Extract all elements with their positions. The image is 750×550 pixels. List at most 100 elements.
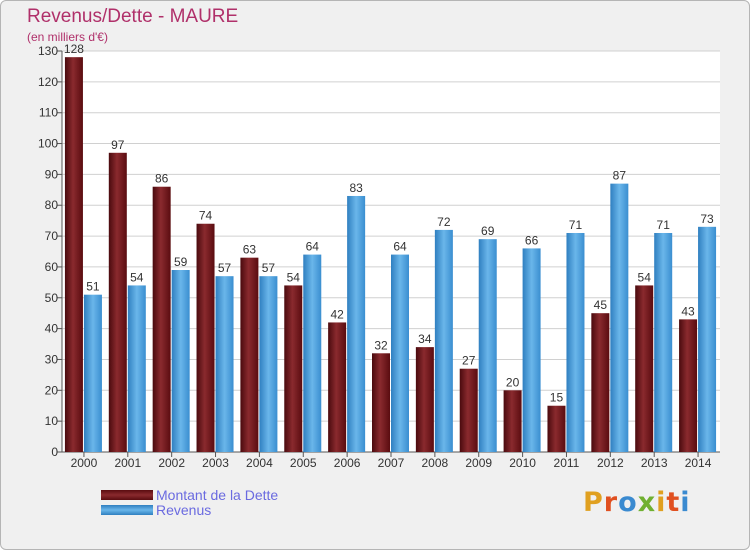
bar-revenus (654, 232, 673, 452)
logo-letter: r (603, 487, 619, 518)
bar-revenus (303, 254, 322, 452)
bar-revenus (698, 226, 717, 452)
data-label: 57 (262, 261, 276, 275)
bar-revenus (171, 270, 190, 452)
bar-dette (679, 319, 698, 452)
bar-dette (503, 390, 522, 452)
data-label: 71 (569, 218, 583, 232)
x-tick-label: 2012 (597, 456, 624, 470)
x-tick-label: 2009 (465, 456, 492, 470)
y-tick-label: 90 (45, 167, 59, 181)
data-label: 71 (657, 218, 671, 232)
data-label: 64 (393, 240, 407, 254)
data-label: 83 (349, 181, 363, 195)
logo-letter: o (618, 487, 638, 518)
bar-dette (591, 313, 610, 452)
logo-letter: x (637, 487, 657, 518)
data-label: 20 (506, 375, 520, 389)
data-label: 15 (550, 391, 564, 405)
y-tick-label: 80 (45, 198, 59, 212)
legend-swatch-dette (101, 490, 153, 500)
legend-label-dette: Montant de la Dette (156, 487, 279, 503)
x-tick-label: 2006 (334, 456, 361, 470)
y-tick-label: 10 (45, 414, 59, 428)
x-tick-label: 2000 (71, 456, 98, 470)
data-label: 32 (374, 338, 388, 352)
data-label: 69 (481, 224, 495, 238)
y-tick-label: 20 (45, 383, 59, 397)
data-label: 97 (111, 138, 125, 152)
x-tick-label: 2001 (114, 456, 141, 470)
y-tick-label: 130 (38, 44, 58, 58)
logo-letter: t (666, 487, 681, 518)
x-tick-label: 2014 (685, 456, 712, 470)
data-label: 57 (218, 261, 232, 275)
data-label: 54 (638, 270, 652, 284)
y-tick-label: 40 (45, 322, 59, 336)
bar-dette (64, 57, 83, 453)
x-tick-label: 2002 (158, 456, 185, 470)
bar-dette (284, 285, 303, 452)
y-tick-label: 50 (45, 291, 59, 305)
x-tick-label: 2003 (202, 456, 229, 470)
data-label: 42 (330, 307, 344, 321)
data-label: 74 (199, 209, 213, 223)
data-label: 45 (594, 298, 608, 312)
data-label: 64 (306, 240, 320, 254)
bar-dette (152, 186, 171, 452)
data-label: 72 (437, 215, 451, 229)
bar-dette (328, 322, 347, 452)
y-tick-label: 120 (38, 75, 58, 89)
x-tick-label: 2013 (641, 456, 668, 470)
data-label: 128 (64, 42, 84, 56)
chart-subtitle: (en milliers d'€) (27, 30, 108, 44)
x-tick-label: 2008 (422, 456, 449, 470)
bar-dette (635, 285, 654, 452)
bar-revenus (127, 285, 146, 452)
bar-dette (240, 257, 259, 452)
legend-swatch-revenus (101, 505, 153, 515)
bar-revenus (259, 276, 278, 452)
bar-revenus (391, 254, 409, 452)
x-tick-label: 2005 (290, 456, 317, 470)
x-tick-label: 2010 (509, 456, 536, 470)
bar-dette (108, 152, 127, 453)
bar-revenus (610, 183, 629, 452)
bar-revenus (347, 195, 366, 452)
bar-revenus (478, 239, 497, 452)
y-tick-label: 0 (51, 445, 58, 459)
data-label: 73 (700, 212, 714, 226)
data-label: 66 (525, 233, 539, 247)
x-tick-label: 2011 (554, 456, 580, 470)
data-label: 87 (613, 169, 627, 183)
bar-dette (547, 405, 566, 452)
y-tick-label: 30 (45, 352, 59, 366)
x-tick-label: 2004 (246, 456, 273, 470)
bar-revenus (522, 248, 541, 452)
data-label: 51 (86, 280, 100, 294)
data-label: 86 (155, 172, 169, 186)
data-label: 54 (130, 270, 144, 284)
chart-title: Revenus/Dette - MAURE (27, 6, 239, 27)
y-tick-label: 60 (45, 260, 59, 274)
bar-dette (372, 353, 390, 452)
proxiti-logo: Proxiti (583, 487, 691, 518)
data-label: 63 (243, 243, 257, 257)
logo-letter: P (583, 487, 604, 518)
logo-letter: i (680, 487, 691, 518)
data-label: 54 (287, 270, 301, 284)
bar-revenus (566, 232, 585, 452)
bar-revenus (434, 229, 453, 452)
bar-dette (196, 223, 215, 452)
data-label: 43 (681, 304, 695, 318)
bar-revenus (215, 276, 234, 452)
y-tick-label: 110 (39, 106, 58, 120)
y-tick-label: 100 (38, 137, 58, 151)
data-label: 27 (462, 354, 476, 368)
legend-label-revenus: Revenus (156, 502, 212, 518)
bar-dette (459, 368, 478, 452)
data-label: 59 (174, 255, 188, 269)
bar-revenus (83, 294, 102, 452)
